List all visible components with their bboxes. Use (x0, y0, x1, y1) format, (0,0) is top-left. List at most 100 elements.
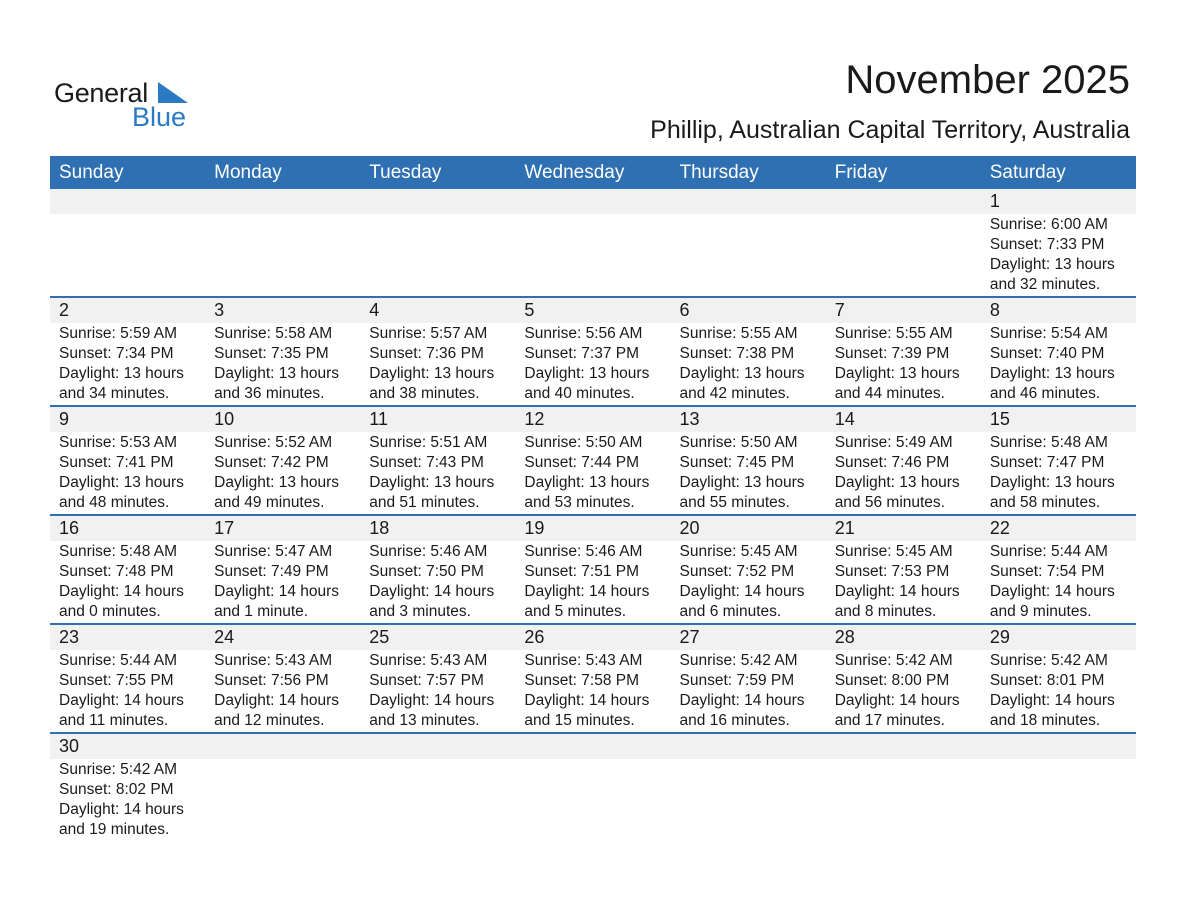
minutes-text: and 6 minutes. (679, 603, 782, 620)
day-number-strip (50, 298, 1136, 323)
day-cell: 26 Sunrise: 5:43 AM Sunset: 7:58 PM Dayligh… (515, 625, 670, 732)
daylight-text: Daylight: 14 hours (369, 583, 495, 600)
day-cell: 15 Sunrise: 5:48 AM Sunset: 7:47 PM Dayligh… (981, 407, 1136, 514)
daylight-text: Daylight: 14 hours (214, 692, 340, 709)
daylight-text: Daylight: 13 hours (524, 474, 650, 491)
daylight-text: Daylight: 13 hours (679, 474, 805, 491)
day-number: 22 (989, 518, 1010, 538)
sunrise-text: Sunrise: 5:54 AM (989, 325, 1108, 342)
sunset-text: Sunset: 7:36 PM (369, 345, 484, 362)
daylight-text: Daylight: 13 hours (834, 365, 960, 382)
minutes-text: and 5 minutes. (524, 603, 627, 620)
sunset-text: Sunset: 7:48 PM (59, 563, 174, 580)
minutes-text: and 53 minutes. (524, 494, 635, 511)
sunset-text: Sunset: 7:52 PM (679, 563, 795, 580)
daylight-text: Daylight: 13 hours (834, 474, 960, 491)
minutes-text: and 0 minutes. (59, 603, 161, 620)
sunrise-text: Sunrise: 5:45 AM (834, 543, 953, 560)
day-number: 27 (679, 627, 700, 647)
day-number: 15 (989, 409, 1010, 429)
week-row: 23 Sunrise: 5:44 AM Sunset: 7:55 PM Dayligh… (50, 625, 1136, 734)
daylight-text: Daylight: 13 hours (369, 365, 495, 382)
sunset-text: Sunset: 7:35 PM (214, 345, 329, 362)
weekday-wednesday: Wednesday (524, 162, 625, 183)
day-number-strip (50, 407, 1136, 432)
minutes-text: and 46 minutes. (989, 385, 1101, 402)
day-cell: 1 Sunrise: 6:00 AM Sunset: 7:33 PM Daylight… (981, 189, 1136, 296)
minutes-text: and 58 minutes. (989, 494, 1101, 511)
day-number: 9 (59, 409, 70, 429)
week-row: 2 Sunrise: 5:59 AM Sunset: 7:34 PM Daylight… (50, 298, 1136, 407)
sunrise-text: Sunrise: 5:44 AM (989, 543, 1108, 560)
day-cell: 13 Sunrise: 5:50 AM Sunset: 7:45 PM Dayligh… (671, 407, 826, 514)
day-number: 7 (834, 300, 845, 320)
day-number: 5 (524, 300, 535, 320)
daylight-text: Daylight: 14 hours (369, 692, 495, 709)
minutes-text: and 8 minutes. (834, 603, 937, 620)
day-cell: 24 Sunrise: 5:43 AM Sunset: 7:56 PM Dayligh… (205, 625, 360, 732)
sunrise-text: Sunrise: 5:59 AM (59, 325, 178, 342)
minutes-text: and 42 minutes. (679, 385, 790, 402)
day-number: 30 (59, 736, 80, 756)
minutes-text: and 55 minutes. (679, 494, 790, 511)
sunrise-text: Sunrise: 5:53 AM (59, 434, 178, 451)
daylight-text: Daylight: 14 hours (59, 801, 184, 818)
day-cell: 4 Sunrise: 5:57 AM Sunset: 7:36 PM Daylight… (360, 298, 515, 405)
sunrise-text: Sunrise: 5:43 AM (369, 652, 488, 669)
day-number: 29 (989, 627, 1010, 647)
sunrise-text: Sunrise: 5:51 AM (369, 434, 488, 451)
sunset-text: Sunset: 8:01 PM (989, 672, 1105, 689)
sunrise-text: Sunrise: 5:50 AM (524, 434, 643, 451)
daylight-text: Daylight: 14 hours (524, 692, 650, 709)
sunset-text: Sunset: 7:54 PM (989, 563, 1105, 580)
weekday-tuesday: Tuesday (369, 162, 442, 183)
sunset-text: Sunset: 7:37 PM (524, 345, 639, 362)
day-cell: 18 Sunrise: 5:46 AM Sunset: 7:50 PM Dayligh… (360, 516, 515, 623)
minutes-text: and 16 minutes. (679, 712, 790, 729)
day-cell: 23 Sunrise: 5:44 AM Sunset: 7:55 PM Dayligh… (50, 625, 205, 732)
daylight-text: Daylight: 14 hours (679, 692, 805, 709)
day-number: 25 (369, 627, 390, 647)
sunrise-text: Sunrise: 5:58 AM (214, 325, 333, 342)
day-cell: 3 Sunrise: 5:58 AM Sunset: 7:35 PM Daylight… (205, 298, 360, 405)
day-number-strip (50, 516, 1136, 541)
sunrise-text: Sunrise: 5:52 AM (214, 434, 333, 451)
day-number: 3 (214, 300, 225, 320)
day-cell: 30 Sunrise: 5:42 AM Sunset: 8:02 PM Dayligh… (50, 734, 205, 841)
day-number: 26 (524, 627, 545, 647)
minutes-text: and 36 minutes. (214, 385, 325, 402)
minutes-text: and 49 minutes. (214, 494, 325, 511)
sunrise-text: Sunrise: 5:56 AM (524, 325, 643, 342)
page-title: November 2025 (845, 58, 1130, 102)
week-divider (50, 732, 1136, 734)
day-cell: 10 Sunrise: 5:52 AM Sunset: 7:42 PM Dayligh… (205, 407, 360, 514)
sunset-text: Sunset: 7:42 PM (214, 454, 329, 471)
day-number: 2 (59, 300, 70, 320)
sunset-text: Sunset: 7:50 PM (369, 563, 484, 580)
minutes-text: and 15 minutes. (524, 712, 635, 729)
sunset-text: Sunset: 7:57 PM (369, 672, 484, 689)
sunset-text: Sunset: 7:45 PM (679, 454, 795, 471)
day-cell: 11 Sunrise: 5:51 AM Sunset: 7:43 PM Dayligh… (360, 407, 515, 514)
weekday-saturday: Saturday (989, 162, 1066, 183)
daylight-text: Daylight: 13 hours (679, 365, 805, 382)
sunrise-text: Sunrise: 5:46 AM (369, 543, 488, 560)
minutes-text: and 13 minutes. (369, 712, 480, 729)
weekday-header: Sunday Monday Tuesday Wednesday Thursday Frid… (50, 156, 1136, 189)
day-cell: 14 Sunrise: 5:49 AM Sunset: 7:46 PM Dayligh… (826, 407, 981, 514)
daylight-text: Daylight: 13 hours (214, 474, 340, 491)
day-number: 28 (834, 627, 855, 647)
week-row: 30 Sunrise: 5:42 AM Sunset: 8:02 PM Dayligh… (50, 734, 1136, 843)
sunrise-text: Sunrise: 5:43 AM (214, 652, 333, 669)
daylight-text: Daylight: 14 hours (989, 583, 1115, 600)
sunrise-text: Sunrise: 5:55 AM (834, 325, 953, 342)
day-number: 17 (214, 518, 235, 538)
sunrise-text: Sunrise: 5:49 AM (834, 434, 953, 451)
sunrise-text: Sunrise: 5:48 AM (989, 434, 1108, 451)
sunset-text: Sunset: 7:49 PM (214, 563, 329, 580)
minutes-text: and 40 minutes. (524, 385, 635, 402)
day-cell: 9 Sunrise: 5:53 AM Sunset: 7:41 PM Daylight… (50, 407, 205, 514)
week-divider (50, 405, 1136, 407)
day-cell: 22 Sunrise: 5:44 AM Sunset: 7:54 PM Dayligh… (981, 516, 1136, 623)
weekday-thursday: Thursday (679, 162, 759, 183)
